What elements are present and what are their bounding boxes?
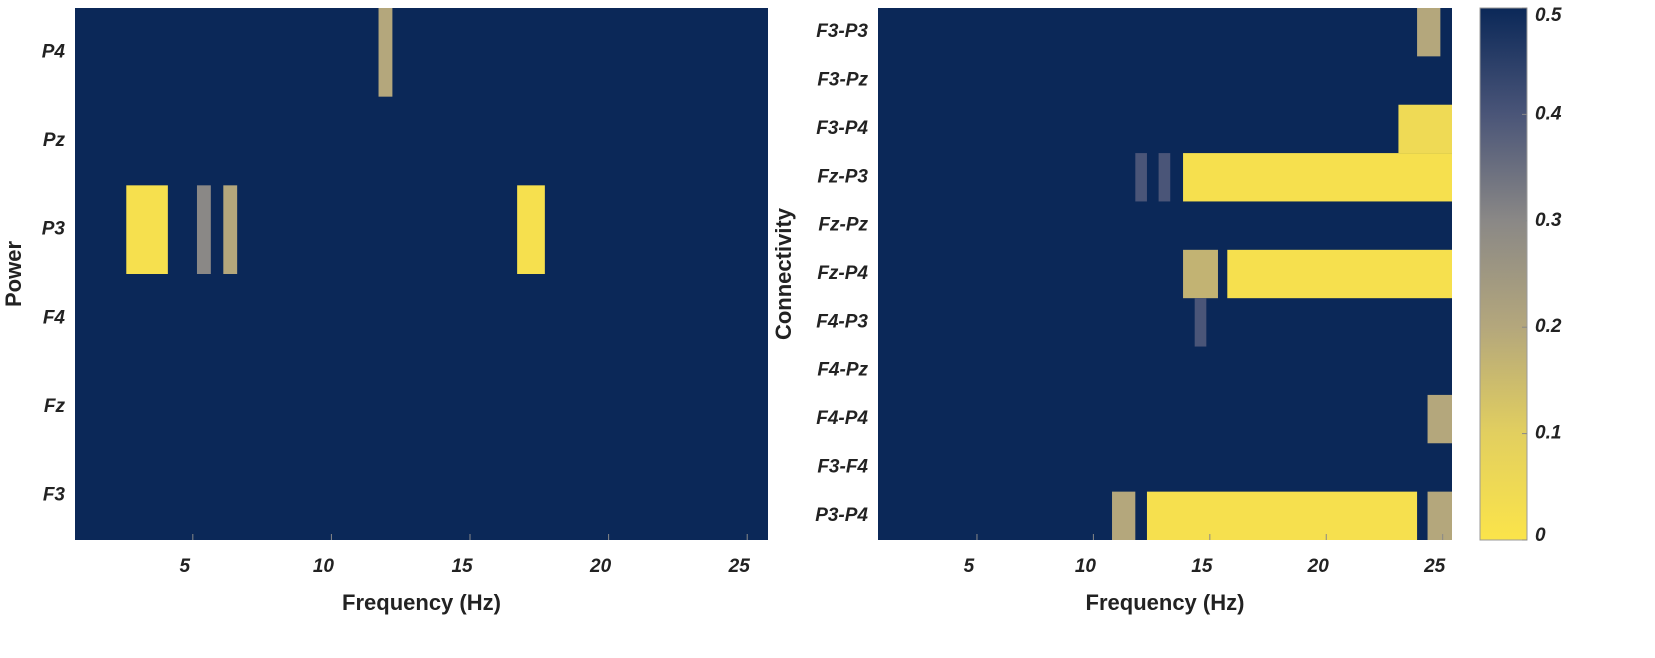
x-axis-title: Frequency (Hz) xyxy=(1086,590,1245,615)
heatmap-cell xyxy=(1427,394,1452,444)
y-tick-label: F3-P3 xyxy=(816,21,868,42)
y-tick-label: F3-F4 xyxy=(817,456,868,477)
x-tick-label: 20 xyxy=(589,556,612,577)
heatmap-cell xyxy=(1158,153,1171,202)
x-axis-title: Frequency (Hz) xyxy=(342,590,501,615)
y-tick-label: F4-P3 xyxy=(816,311,868,332)
colorbar-tick-label: 0.5 xyxy=(1535,5,1562,26)
heatmap-cell xyxy=(126,185,168,274)
x-tick-label: 5 xyxy=(964,556,975,577)
y-tick-label: Fz-P3 xyxy=(817,166,868,187)
colorbar xyxy=(1479,7,1528,541)
y-tick-label: P3 xyxy=(42,219,66,240)
heatmap-cell xyxy=(1183,153,1452,202)
x-tick-label: 15 xyxy=(1191,556,1213,577)
y-tick-label: F3-P4 xyxy=(816,118,868,139)
heatmap-cell xyxy=(1112,491,1136,540)
y-tick-label: P4 xyxy=(42,41,66,62)
heatmap-cell xyxy=(378,8,393,97)
heatmap-cell xyxy=(1194,298,1207,347)
x-tick-label: 5 xyxy=(180,556,191,577)
colorbar-tick-label: 0.2 xyxy=(1535,316,1562,337)
heatmap-background xyxy=(75,8,768,540)
colorbar-tick-label: 0.4 xyxy=(1535,103,1562,124)
x-tick-label: 25 xyxy=(1423,556,1446,577)
colorbar-tick-label: 0 xyxy=(1535,525,1546,546)
y-tick-label: Pz xyxy=(43,130,66,151)
x-tick-label: 25 xyxy=(728,556,751,577)
y-tick-label: P3-P4 xyxy=(815,505,868,526)
x-tick-label: 15 xyxy=(451,556,473,577)
y-tick-label: F4 xyxy=(43,307,66,328)
heatmap-cell xyxy=(517,185,545,274)
colorbar-tick-label: 0.1 xyxy=(1535,423,1561,444)
heatmap-cell xyxy=(1135,153,1147,202)
y-axis-title: Power xyxy=(1,241,26,307)
x-tick-label: 10 xyxy=(313,556,335,577)
colorbar-tick-label: 0.3 xyxy=(1535,210,1562,231)
heatmap-cell xyxy=(223,185,238,274)
x-tick-label: 10 xyxy=(1075,556,1097,577)
heatmap-cell xyxy=(1146,491,1418,540)
x-tick-label: 20 xyxy=(1307,556,1330,577)
y-tick-label: F4-P4 xyxy=(816,408,868,429)
y-tick-label: F3 xyxy=(43,485,66,506)
heatmap-cell xyxy=(196,185,211,274)
heatmap-cell xyxy=(1227,249,1452,299)
heatmap-cell xyxy=(1427,491,1452,540)
heatmap-cell xyxy=(1417,8,1441,57)
heatmap-cell xyxy=(1183,249,1218,299)
y-tick-label: Fz-P4 xyxy=(817,263,868,284)
heatmap-cell xyxy=(1398,104,1452,154)
y-tick-label: Fz xyxy=(44,396,66,417)
y-tick-label: Fz-Pz xyxy=(818,215,868,236)
y-axis-title: Connectivity xyxy=(771,207,796,340)
y-tick-label: F4-Pz xyxy=(817,360,868,381)
y-tick-label: F3-Pz xyxy=(817,70,868,91)
